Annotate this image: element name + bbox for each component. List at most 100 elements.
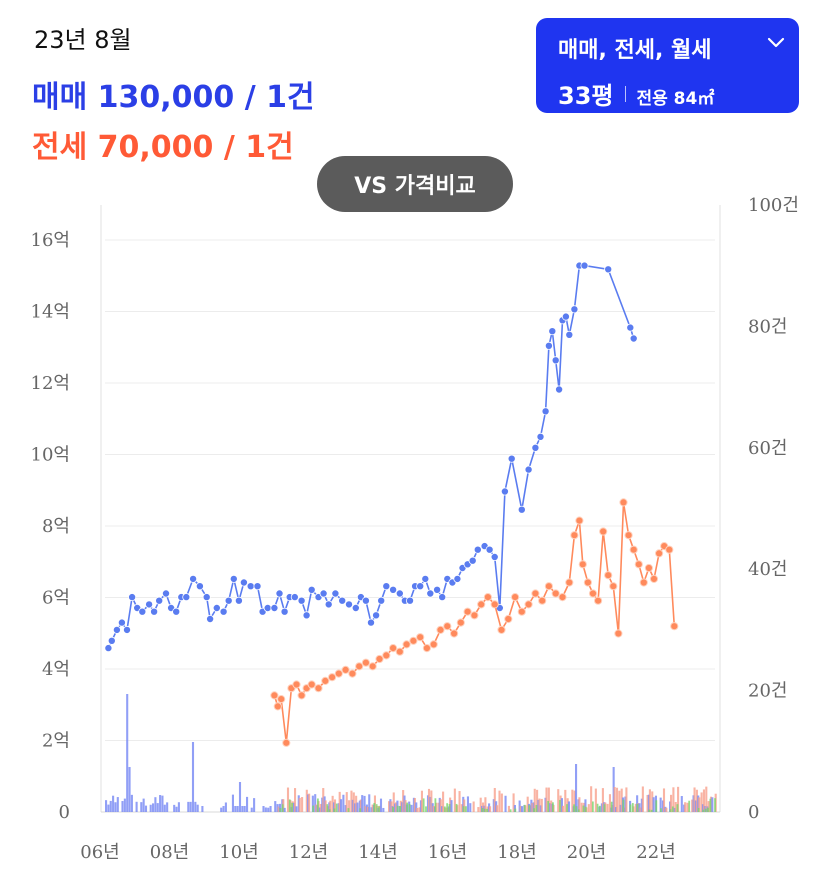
jeonse-price-point bbox=[470, 611, 479, 620]
compare-price-button[interactable]: VS 가격비교 bbox=[317, 156, 513, 212]
sale-price-point bbox=[570, 305, 579, 314]
volume-bar-rent bbox=[591, 801, 594, 812]
sale-price-point bbox=[280, 607, 289, 616]
trade-type-selector-button[interactable]: 매매, 전세, 월세 33평 전용 84㎡ bbox=[536, 18, 799, 113]
jeonse-price-point bbox=[665, 545, 674, 554]
jeonse-price-point bbox=[375, 654, 384, 664]
volume-bar-jeonse bbox=[338, 791, 341, 812]
volume-bar-rent bbox=[575, 806, 578, 812]
x-tick-label: 14년 bbox=[358, 842, 397, 863]
y-right-tick-label: 0 bbox=[748, 802, 759, 823]
volume-bar-sale bbox=[262, 806, 265, 812]
volume-bar-rent bbox=[317, 798, 319, 812]
sale-price-point bbox=[150, 607, 159, 616]
jeonse-price-point bbox=[599, 527, 608, 536]
jeonse-price-point bbox=[544, 582, 554, 591]
volume-bar-rent bbox=[582, 805, 585, 812]
jeonse-price-point bbox=[321, 676, 330, 686]
y-left-tick-label: 12억 bbox=[31, 373, 70, 394]
volume-bar-jeonse bbox=[453, 788, 456, 812]
sale-price-point bbox=[433, 585, 442, 594]
jeonse-price-point bbox=[341, 665, 350, 675]
x-tick-label: 06년 bbox=[80, 842, 119, 863]
sale-price-point bbox=[473, 545, 482, 554]
volume-bar-sale bbox=[584, 799, 587, 812]
volume-bar-jeonse bbox=[564, 789, 567, 812]
volume-bar-jeonse bbox=[371, 804, 374, 812]
volume-bar-rent bbox=[547, 800, 550, 812]
sale-price-point bbox=[212, 604, 221, 613]
x-tick-label: 16년 bbox=[428, 842, 467, 863]
volume-bar-jeonse bbox=[315, 804, 318, 812]
sale-price-summary: 매매 130,000 / 1건 bbox=[32, 80, 315, 115]
jeonse-price-point bbox=[551, 589, 560, 598]
sale-price-point bbox=[524, 465, 533, 474]
sale-price-point bbox=[302, 611, 311, 620]
sale-price-point bbox=[372, 611, 381, 620]
volume-bar-sale bbox=[126, 694, 129, 812]
jeonse-price-point bbox=[649, 574, 659, 584]
volume-bar-sale bbox=[231, 794, 234, 812]
sale-price-point bbox=[507, 454, 516, 463]
volume-bar-rent bbox=[312, 805, 315, 812]
volume-bar-sale bbox=[410, 804, 413, 812]
volume-bar-sale bbox=[222, 806, 225, 812]
jeonse-price-point bbox=[402, 640, 411, 649]
jeonse-price-point bbox=[588, 589, 598, 598]
volume-bar-jeonse bbox=[536, 789, 539, 812]
volume-bar-sale bbox=[243, 806, 246, 812]
volume-bar-sale bbox=[356, 802, 359, 812]
volume-bar-jeonse bbox=[684, 802, 687, 812]
sale-price-point bbox=[344, 600, 353, 609]
volume-bar-jeonse bbox=[702, 789, 705, 812]
jeonse-price-point bbox=[443, 622, 452, 631]
sale-price-point bbox=[189, 574, 198, 583]
volume-bar-sale bbox=[295, 806, 298, 812]
volume-bar-jeonse bbox=[493, 787, 496, 812]
jeonse-price-point bbox=[565, 578, 574, 587]
volume-bar-rent bbox=[443, 806, 446, 812]
jeonse-price-line bbox=[273, 502, 676, 743]
volume-bar-rent bbox=[462, 806, 465, 812]
sale-price-point bbox=[382, 582, 391, 591]
jeonse-price-point bbox=[510, 593, 520, 602]
y-left-tick-label: 10억 bbox=[31, 445, 70, 466]
volume-bar-sale bbox=[194, 801, 197, 812]
jeonse-price-point bbox=[538, 596, 547, 605]
volume-bar-jeonse bbox=[294, 788, 297, 812]
volume-bar-rent bbox=[434, 798, 437, 812]
volume-bar-rent bbox=[650, 809, 653, 812]
jeonse-price-point bbox=[270, 691, 279, 700]
volume-bar-jeonse bbox=[618, 790, 621, 812]
volume-bar-jeonse bbox=[634, 803, 637, 812]
jeonse-price-series bbox=[270, 498, 679, 747]
volume-bar-sale bbox=[652, 797, 655, 812]
sale-price-point bbox=[107, 636, 116, 645]
jeonse-price-point bbox=[463, 607, 472, 616]
x-tick-label: 20년 bbox=[567, 842, 606, 863]
volume-bar-sale bbox=[314, 794, 317, 812]
sale-price-point bbox=[128, 593, 137, 602]
chevron-down-icon bbox=[766, 34, 786, 52]
volume-bar-rent bbox=[359, 808, 362, 812]
sale-price-point bbox=[172, 607, 181, 616]
volume-bar-rent bbox=[288, 799, 291, 812]
volume-bar-jeonse bbox=[416, 807, 419, 812]
volume-bar-jeonse bbox=[345, 792, 348, 812]
volume-bar-rent bbox=[648, 809, 651, 812]
volume-bar-sale bbox=[140, 802, 143, 812]
volume-bar-jeonse bbox=[606, 803, 609, 812]
volume-bar-jeonse bbox=[601, 788, 604, 812]
volume-bar-jeonse bbox=[662, 788, 666, 812]
volume-bar-jeonse bbox=[413, 798, 416, 812]
volume-bar-sale bbox=[368, 794, 371, 812]
sale-price-point bbox=[117, 618, 126, 627]
volume-bar-sale bbox=[504, 795, 507, 812]
volume-bar-jeonse bbox=[388, 801, 391, 812]
volume-bar-sale bbox=[177, 802, 180, 812]
jeonse-price-point bbox=[604, 571, 613, 580]
volume-bar-sale bbox=[161, 795, 164, 812]
volume-bar-sale bbox=[123, 798, 126, 812]
volume-bar-rent bbox=[704, 808, 707, 812]
volume-bar-sale bbox=[187, 801, 190, 812]
